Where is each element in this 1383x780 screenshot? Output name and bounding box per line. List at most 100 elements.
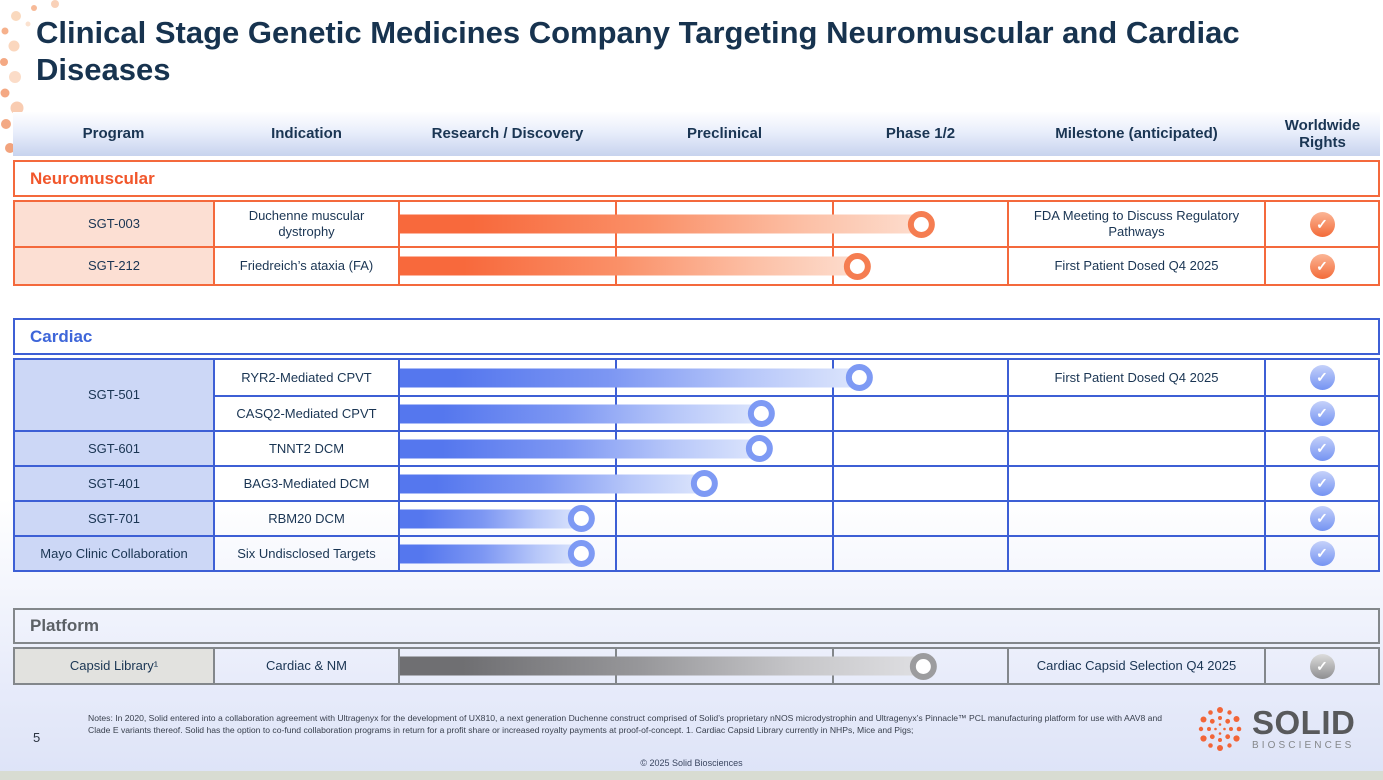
copyright: © 2025 Solid Biosciences <box>640 758 743 768</box>
progress-end-ring-icon <box>747 400 775 427</box>
column-header-row: Program Indication Research / Discovery … <box>13 112 1380 156</box>
gantt-cell <box>400 202 1009 246</box>
progress-end-ring-icon <box>909 652 937 680</box>
indication-cell: Cardiac & NM <box>215 649 400 683</box>
column-header-research-discovery: Research / Discovery <box>431 125 584 143</box>
milestone-cell: Cardiac Capsid Selection Q4 2025 <box>1009 649 1266 683</box>
check-icon: ✓ <box>1309 471 1335 496</box>
progress-end-ring-icon <box>690 470 718 497</box>
check-icon: ✓ <box>1309 211 1335 237</box>
progress-end-ring-icon <box>907 210 935 238</box>
program-cell: Capsid Library¹ <box>15 649 215 683</box>
check-icon: ✓ <box>1309 436 1335 461</box>
progress-bar <box>400 364 874 391</box>
program-cell: SGT-003 <box>15 202 215 246</box>
progress-end-ring-icon <box>568 505 596 532</box>
section-cardiac: Cardiac SGT-501 RYR2-Mediated CPVT First… <box>13 318 1380 572</box>
check-icon: ✓ <box>1309 253 1335 279</box>
gantt-cell <box>400 535 1009 570</box>
gantt-cell <box>400 649 1009 683</box>
rights-cell: ✓ <box>1266 202 1378 246</box>
column-header-phase-1-2: Phase 1/2 <box>885 125 956 143</box>
footnotes: Notes: In 2020, Solid entered into a col… <box>88 713 1163 736</box>
neuromuscular-rows: SGT-003 Duchenne muscular dystrophy FDA … <box>13 200 1380 286</box>
milestone-cell <box>1009 535 1266 570</box>
milestone-cell <box>1009 500 1266 535</box>
progress-bar <box>400 400 775 427</box>
section-neuromuscular: Neuromuscular SGT-003 Duchenne muscular … <box>13 160 1380 286</box>
progress-end-ring-icon <box>846 364 874 391</box>
logo-dotted-sphere-icon <box>1198 707 1242 751</box>
logo-wordmark: SOLID <box>1252 704 1356 742</box>
rights-cell: ✓ <box>1266 535 1378 570</box>
indication-cell: CASQ2-Mediated CPVT <box>215 395 400 430</box>
column-header-milestone: Milestone (anticipated) <box>1055 125 1218 143</box>
section-header-neuromuscular: Neuromuscular <box>13 160 1380 197</box>
indication-cell: Six Undisclosed Targets <box>215 535 400 570</box>
logo-subtext: BIOSCIENCES <box>1252 739 1355 751</box>
rights-cell: ✓ <box>1266 430 1378 465</box>
program-cell: Mayo Clinic Collaboration <box>15 535 215 570</box>
milestone-cell <box>1009 395 1266 430</box>
progress-end-ring-icon <box>568 540 596 567</box>
page-number: 5 <box>33 730 41 745</box>
progress-bar <box>400 435 773 462</box>
program-cell: SGT-701 <box>15 500 215 535</box>
gantt-cell <box>400 465 1009 500</box>
gantt-cell <box>400 430 1009 465</box>
program-cell: SGT-401 <box>15 465 215 500</box>
indication-cell: BAG3-Mediated DCM <box>215 465 400 500</box>
milestone-cell <box>1009 430 1266 465</box>
column-separator <box>832 432 834 465</box>
column-header-preclinical: Preclinical <box>686 125 763 143</box>
column-header-worldwide-rights: Worldwide Rights <box>1284 116 1361 151</box>
progress-bar <box>400 652 937 680</box>
rights-cell: ✓ <box>1266 246 1378 284</box>
check-icon: ✓ <box>1309 541 1335 566</box>
column-header-indication: Indication <box>271 125 342 143</box>
column-separator <box>832 537 834 570</box>
column-separator <box>832 467 834 500</box>
gantt-cell <box>400 395 1009 430</box>
column-separator <box>615 502 617 535</box>
program-cell: SGT-601 <box>15 430 215 465</box>
gantt-cell <box>400 246 1009 284</box>
page-title: Clinical Stage Genetic Medicines Company… <box>36 15 1240 88</box>
section-header-cardiac: Cardiac <box>13 318 1380 355</box>
section-header-platform: Platform <box>13 608 1380 644</box>
indication-cell: RYR2-Mediated CPVT <box>215 360 400 395</box>
check-icon: ✓ <box>1309 365 1335 390</box>
indication-cell: Friedreich’s ataxia (FA) <box>215 246 400 284</box>
milestone-cell: FDA Meeting to Discuss Regulatory Pathwa… <box>1009 202 1266 246</box>
gantt-cell <box>400 500 1009 535</box>
milestone-cell: First Patient Dosed Q4 2025 <box>1009 246 1266 284</box>
rights-cell: ✓ <box>1266 395 1378 430</box>
bottom-edge-band <box>0 771 1383 780</box>
rights-cell: ✓ <box>1266 500 1378 535</box>
platform-rows: Capsid Library¹ Cardiac & NM Cardiac Cap… <box>13 647 1380 685</box>
rights-cell: ✓ <box>1266 649 1378 683</box>
progress-bar <box>400 540 596 567</box>
column-separator <box>832 502 834 535</box>
section-platform: Platform Capsid Library¹ Cardiac & NM Ca… <box>13 608 1380 685</box>
program-cell: SGT-501 <box>15 360 215 430</box>
indication-cell: Duchenne muscular dystrophy <box>215 202 400 246</box>
progress-end-ring-icon <box>844 252 872 280</box>
check-icon: ✓ <box>1309 506 1335 531</box>
progress-end-ring-icon <box>745 435 773 462</box>
progress-bar <box>400 505 596 532</box>
progress-bar <box>400 252 872 280</box>
cardiac-rows: SGT-501 RYR2-Mediated CPVT First Patient… <box>13 358 1380 572</box>
rights-cell: ✓ <box>1266 360 1378 395</box>
program-cell: SGT-212 <box>15 246 215 284</box>
gantt-cell <box>400 360 1009 395</box>
indication-cell: RBM20 DCM <box>215 500 400 535</box>
progress-bar <box>400 470 718 497</box>
progress-bar <box>400 210 935 238</box>
check-icon: ✓ <box>1309 653 1335 679</box>
check-icon: ✓ <box>1309 401 1335 426</box>
indication-cell: TNNT2 DCM <box>215 430 400 465</box>
column-separator <box>615 537 617 570</box>
solid-biosciences-logo: SOLID BIOSCIENCES <box>1196 705 1355 753</box>
